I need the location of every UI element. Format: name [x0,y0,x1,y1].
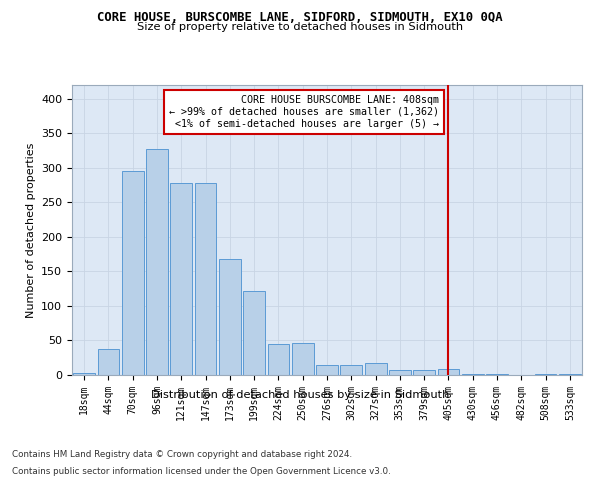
Text: Contains HM Land Registry data © Crown copyright and database right 2024.: Contains HM Land Registry data © Crown c… [12,450,352,459]
Bar [97,349,119,375]
Text: CORE HOUSE BURSCOMBE LANE: 408sqm
← >99% of detached houses are smaller (1,362)
: CORE HOUSE BURSCOMBE LANE: 408sqm ← >99%… [169,96,439,128]
Bar [219,259,241,375]
Bar [146,149,168,375]
Text: CORE HOUSE, BURSCOMBE LANE, SIDFORD, SIDMOUTH, EX10 0QA: CORE HOUSE, BURSCOMBE LANE, SIDFORD, SID… [97,11,503,24]
Bar [122,172,143,375]
Text: Size of property relative to detached houses in Sidmouth: Size of property relative to detached ho… [137,22,463,32]
Bar [486,374,508,375]
Bar [194,183,217,375]
Bar [268,344,289,375]
Bar [73,373,95,375]
Bar [316,364,338,375]
Bar [292,343,314,375]
Bar [365,364,386,375]
Bar [559,374,581,375]
Bar [437,370,460,375]
Text: Distribution of detached houses by size in Sidmouth: Distribution of detached houses by size … [151,390,449,400]
Bar [340,364,362,375]
Bar [413,370,435,375]
Bar [170,183,192,375]
Bar [535,374,556,375]
Text: Contains public sector information licensed under the Open Government Licence v3: Contains public sector information licen… [12,468,391,476]
Y-axis label: Number of detached properties: Number of detached properties [26,142,35,318]
Bar [389,370,411,375]
Bar [243,292,265,375]
Bar [462,374,484,375]
